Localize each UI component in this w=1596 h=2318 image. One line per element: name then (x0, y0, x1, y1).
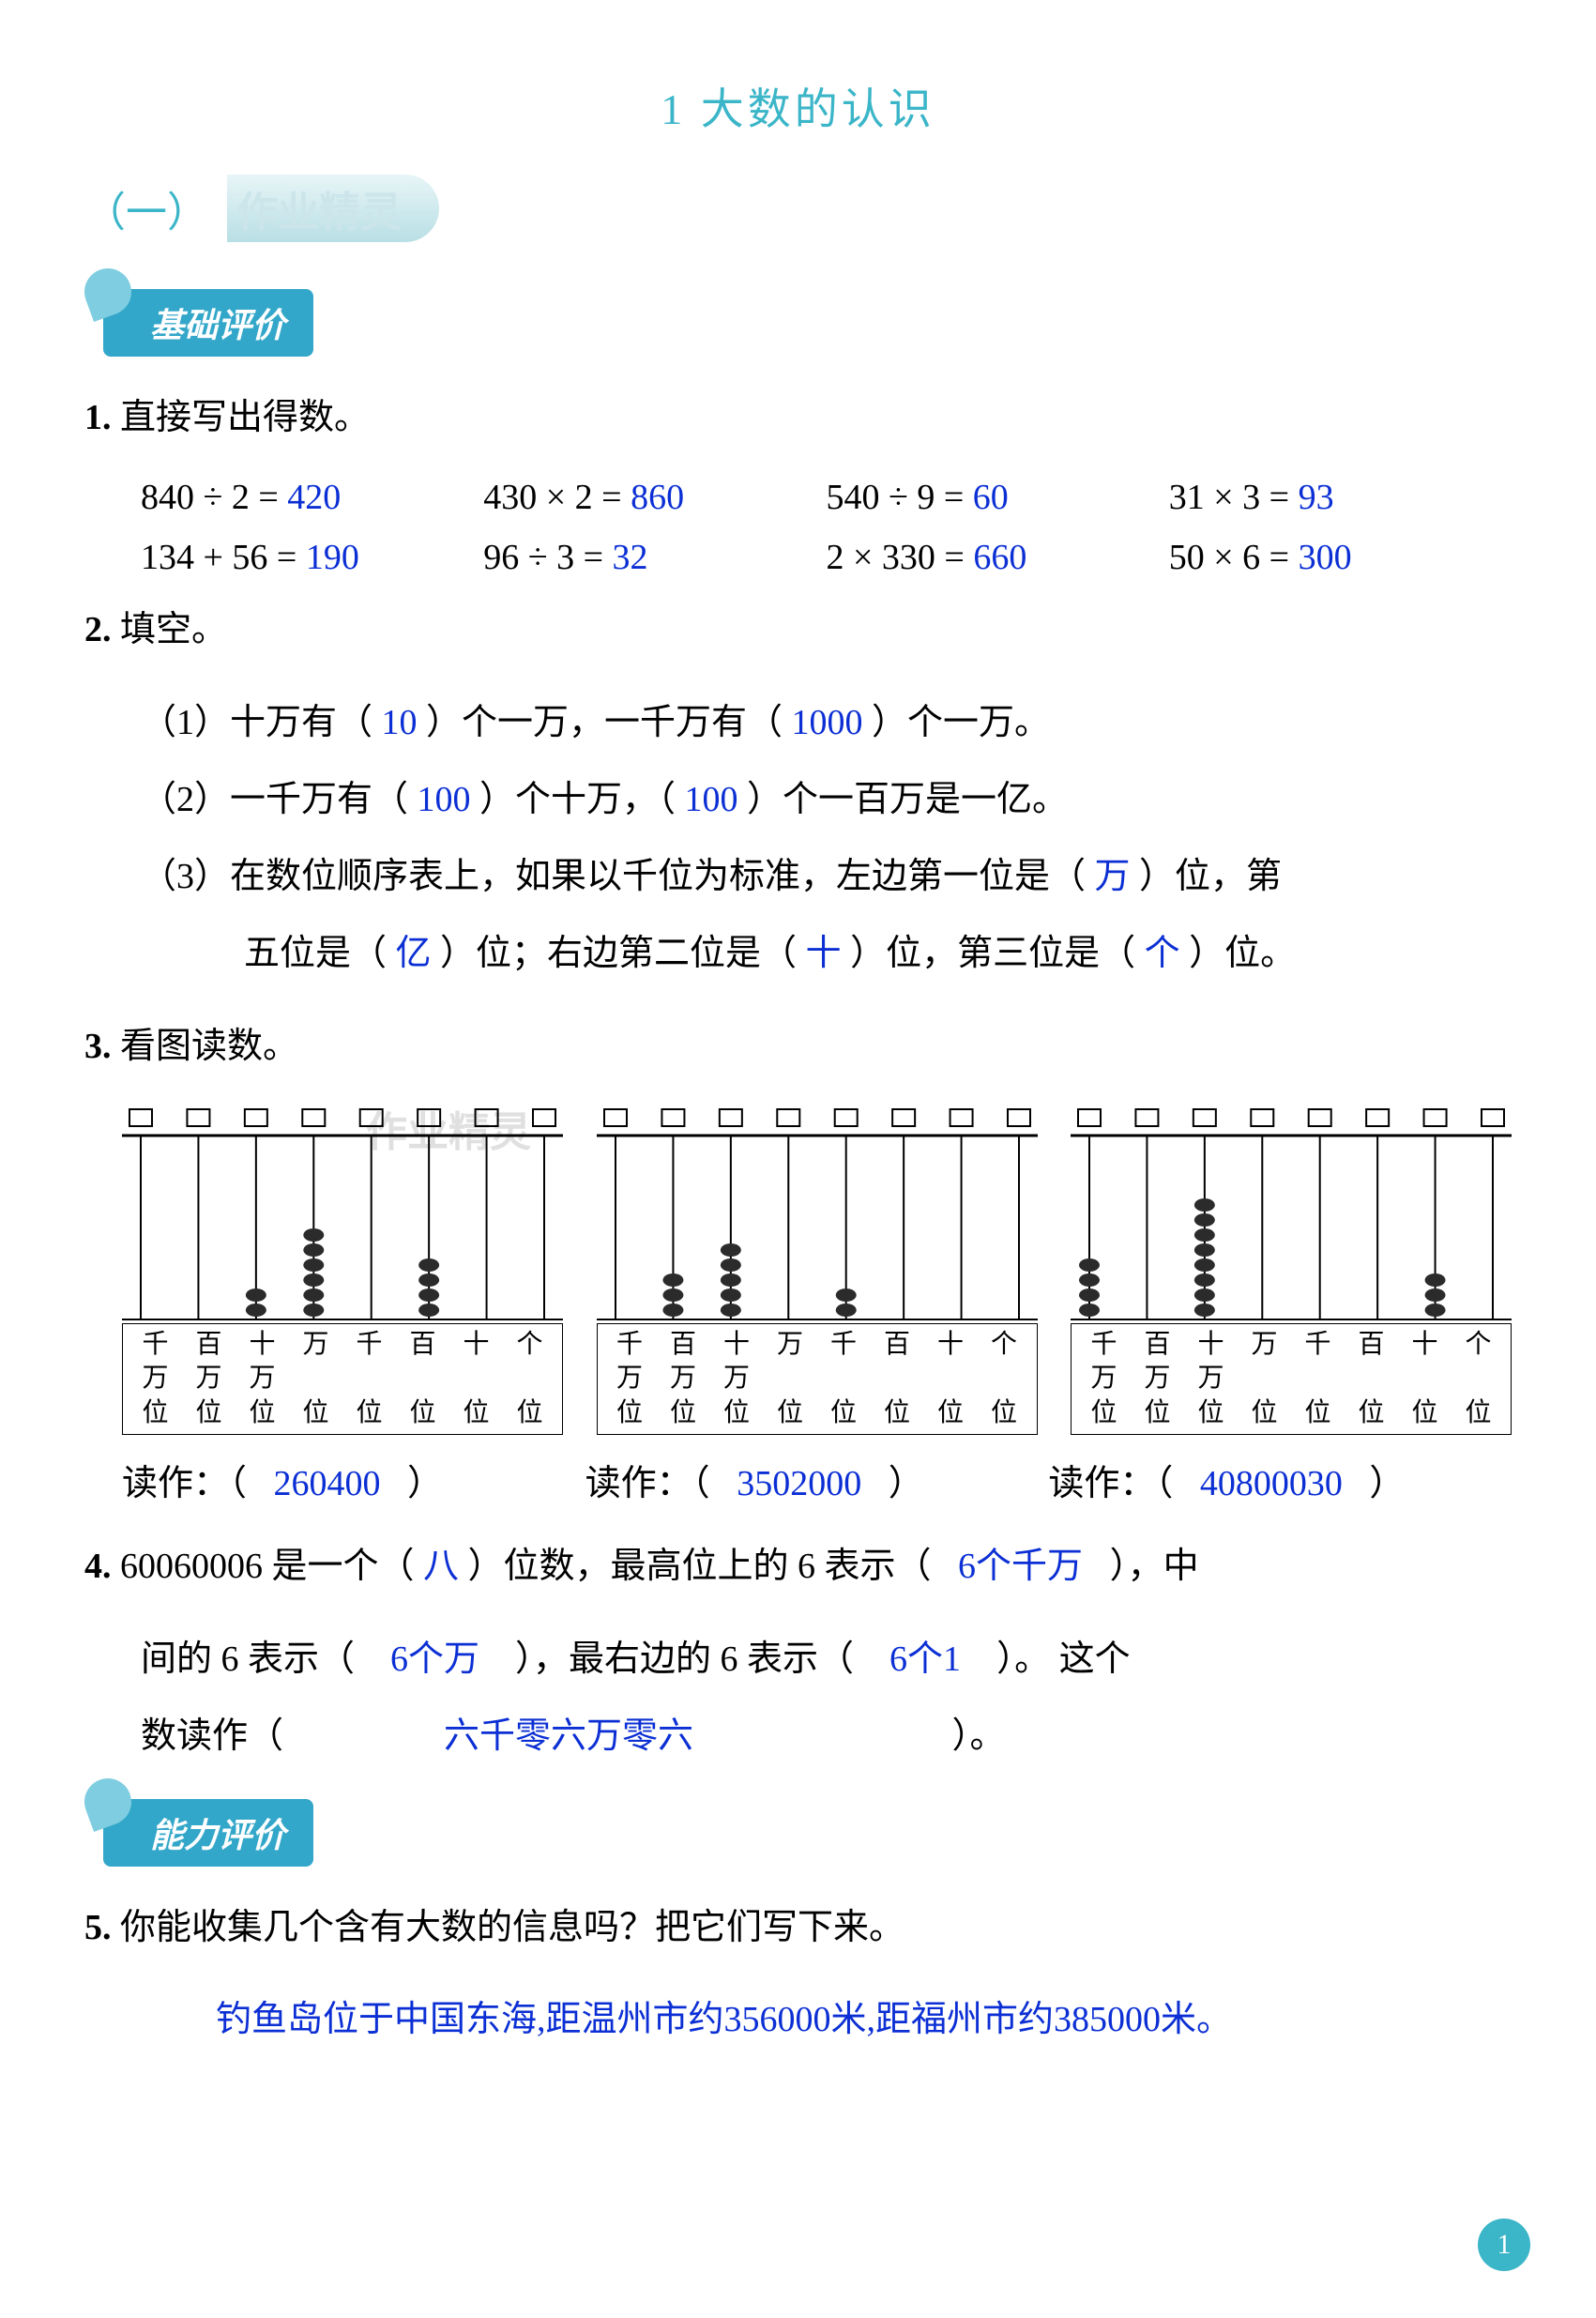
text: ）个十万，（ (479, 780, 676, 819)
q1-num: 1. (84, 398, 112, 437)
text: ）位，第 (1139, 857, 1282, 896)
q2-num: 2. (84, 610, 112, 649)
answer: 6个千万 (958, 1547, 1083, 1586)
q5-answer: 钓鱼岛位于中国东海,距温州市约356000米,距福州市约385000米。 (216, 1987, 1512, 2052)
q2: 2. 填空。 (84, 597, 1512, 663)
text: （1）十万有（ (141, 703, 372, 742)
q5-num: 5. (84, 1908, 112, 1947)
answer: 六千零六万零六 (444, 1716, 693, 1756)
answer: 10 (382, 703, 418, 742)
q4-line3: 数读作（ 六千零六万零六 ）。 (141, 1703, 1512, 1769)
text: （2）一千万有（ (141, 780, 408, 819)
q1-text: 直接写出得数。 (120, 398, 370, 437)
subtitle: （一） (84, 178, 208, 238)
answer: 十 (806, 934, 842, 973)
abacus-row: 作业精灵 千百十万千百十个万万万位位位位位位位位 千百十万千百十个万万万位位位位… (122, 1107, 1512, 1435)
answer: 1000 (792, 703, 863, 742)
text: （3）在数位顺序表上，如果以千位为标准，左边第一位是（ (141, 857, 1086, 896)
q2-text: 填空。 (120, 610, 227, 649)
expr: 2 × 330 = (827, 538, 974, 577)
abacus-3: 千百十万千百十个万万万位位位位位位位位 (1071, 1107, 1512, 1435)
text: ），最右边的 6 表示（ (515, 1639, 854, 1679)
text: 间的 6 表示（ (141, 1639, 355, 1679)
watermark-top: 作业精灵 (227, 175, 439, 242)
expr: 134 + 56 = (141, 538, 306, 577)
page-number: 1 (1478, 2219, 1530, 2271)
answer: 40800030 (1200, 1464, 1343, 1503)
text: ）个一百万是一亿。 (747, 780, 1068, 819)
q4-line2: 间的 6 表示（ 6个万 ），最右边的 6 表示（ 6个1 ）。 这个 (141, 1626, 1512, 1692)
q2-3a: （3）在数位顺序表上，如果以千位为标准，左边第一位是（ 万 ）位，第 (141, 844, 1512, 909)
q5-text: 你能收集几个含有大数的信息吗？把它们写下来。 (120, 1908, 904, 1947)
answer: 100 (685, 780, 738, 819)
badge-ability: 能力评价 (103, 1799, 313, 1867)
abacus-2: 千百十万千百十个万万万位位位位位位位位 (597, 1107, 1038, 1435)
answer: 860 (631, 478, 684, 517)
label: 读作：（ (122, 1464, 247, 1503)
close: ） (407, 1464, 443, 1503)
q3-text: 看图读数。 (120, 1027, 298, 1066)
answer: 93 (1299, 478, 1334, 517)
q5: 5. 你能收集几个含有大数的信息吗？把它们写下来。 (84, 1895, 1512, 1960)
abacus-1: 千百十万千百十个万万万位位位位位位位位 (122, 1107, 563, 1435)
q4-line1: 4. 60060006 是一个（ 八 ）位数，最高位上的 6 表示（ 6个千万 … (84, 1533, 1512, 1599)
answer: 3502000 (737, 1464, 861, 1503)
label: 读作：（ (585, 1464, 710, 1503)
read-1: 读作：（ 260400 ） (122, 1454, 585, 1505)
expr: 96 ÷ 3 = (483, 538, 612, 577)
text: ），中 (1110, 1547, 1199, 1586)
answer: 万 (1095, 857, 1131, 896)
answer: 260400 (274, 1464, 381, 1503)
answer: 100 (418, 780, 471, 819)
answer: 6个万 (390, 1639, 479, 1679)
read-row: 读作：（ 260400 ） 读作：（ 3502000 ） 读作：（ 408000… (122, 1454, 1512, 1505)
text: ）位。 (1189, 934, 1296, 973)
badge-basic: 基础评价 (103, 289, 313, 357)
text: 数读作（ (141, 1716, 283, 1756)
text: ）个一万，一千万有（ (426, 703, 783, 742)
answer: 60 (973, 478, 1009, 517)
answer: 32 (613, 538, 648, 577)
expr: 430 × 2 = (483, 478, 631, 517)
answer: 420 (287, 478, 341, 517)
answer: 钓鱼岛位于中国东海,距温州市约356000米,距福州市约385000米。 (216, 2000, 1232, 2039)
text: ）位；右边第二位是（ (440, 934, 797, 973)
text: ）。 (952, 1716, 1006, 1756)
q3-num: 3. (84, 1027, 112, 1066)
math-row-2: 134 + 56 = 190 96 ÷ 3 = 32 2 × 330 = 660… (141, 537, 1512, 578)
expr: 540 ÷ 9 = (827, 478, 973, 517)
text: ）位，第三位是（ (850, 934, 1135, 973)
math-row-1: 840 ÷ 2 = 420 430 × 2 = 860 540 ÷ 9 = 60… (141, 477, 1512, 518)
read-2: 读作：（ 3502000 ） (585, 1454, 1049, 1505)
answer: 190 (306, 538, 359, 577)
expr: 31 × 3 = (1169, 478, 1299, 517)
q2-1: （1）十万有（ 10 ）个一万，一千万有（ 1000 ）个一万。 (141, 690, 1512, 755)
expr: 840 ÷ 2 = (141, 478, 287, 517)
close: ） (1369, 1464, 1405, 1503)
text: ）位数，最高位上的 6 表示（ (468, 1547, 932, 1586)
text: 60060006 是一个（ (120, 1547, 415, 1586)
text: ）个一万。 (872, 703, 1050, 742)
answer: 八 (423, 1547, 459, 1586)
text: 五位是（ (244, 934, 387, 973)
answer: 660 (973, 538, 1026, 577)
text: ）。 这个 (996, 1639, 1131, 1679)
q3: 3. 看图读数。 (84, 1014, 1512, 1079)
q2-2: （2）一千万有（ 100 ）个十万，（ 100 ）个一百万是一亿。 (141, 767, 1512, 832)
label: 读作：（ (1048, 1464, 1173, 1503)
close: ） (889, 1464, 924, 1503)
q1: 1. 直接写出得数。 (84, 385, 1512, 450)
page-title: 1 大数的认识 (84, 75, 1512, 137)
answer: 亿 (396, 934, 432, 973)
read-3: 读作：（ 40800030 ） (1048, 1454, 1512, 1505)
answer: 6个1 (889, 1639, 961, 1679)
answer: 300 (1299, 538, 1352, 577)
q2-3b: 五位是（ 亿 ）位；右边第二位是（ 十 ）位，第三位是（ 个 ）位。 (244, 921, 1512, 986)
q4-num: 4. (84, 1547, 112, 1586)
expr: 50 × 6 = (1169, 538, 1299, 577)
subtitle-row: （一） 作业精灵 (84, 175, 1512, 242)
answer: 个 (1145, 934, 1180, 973)
